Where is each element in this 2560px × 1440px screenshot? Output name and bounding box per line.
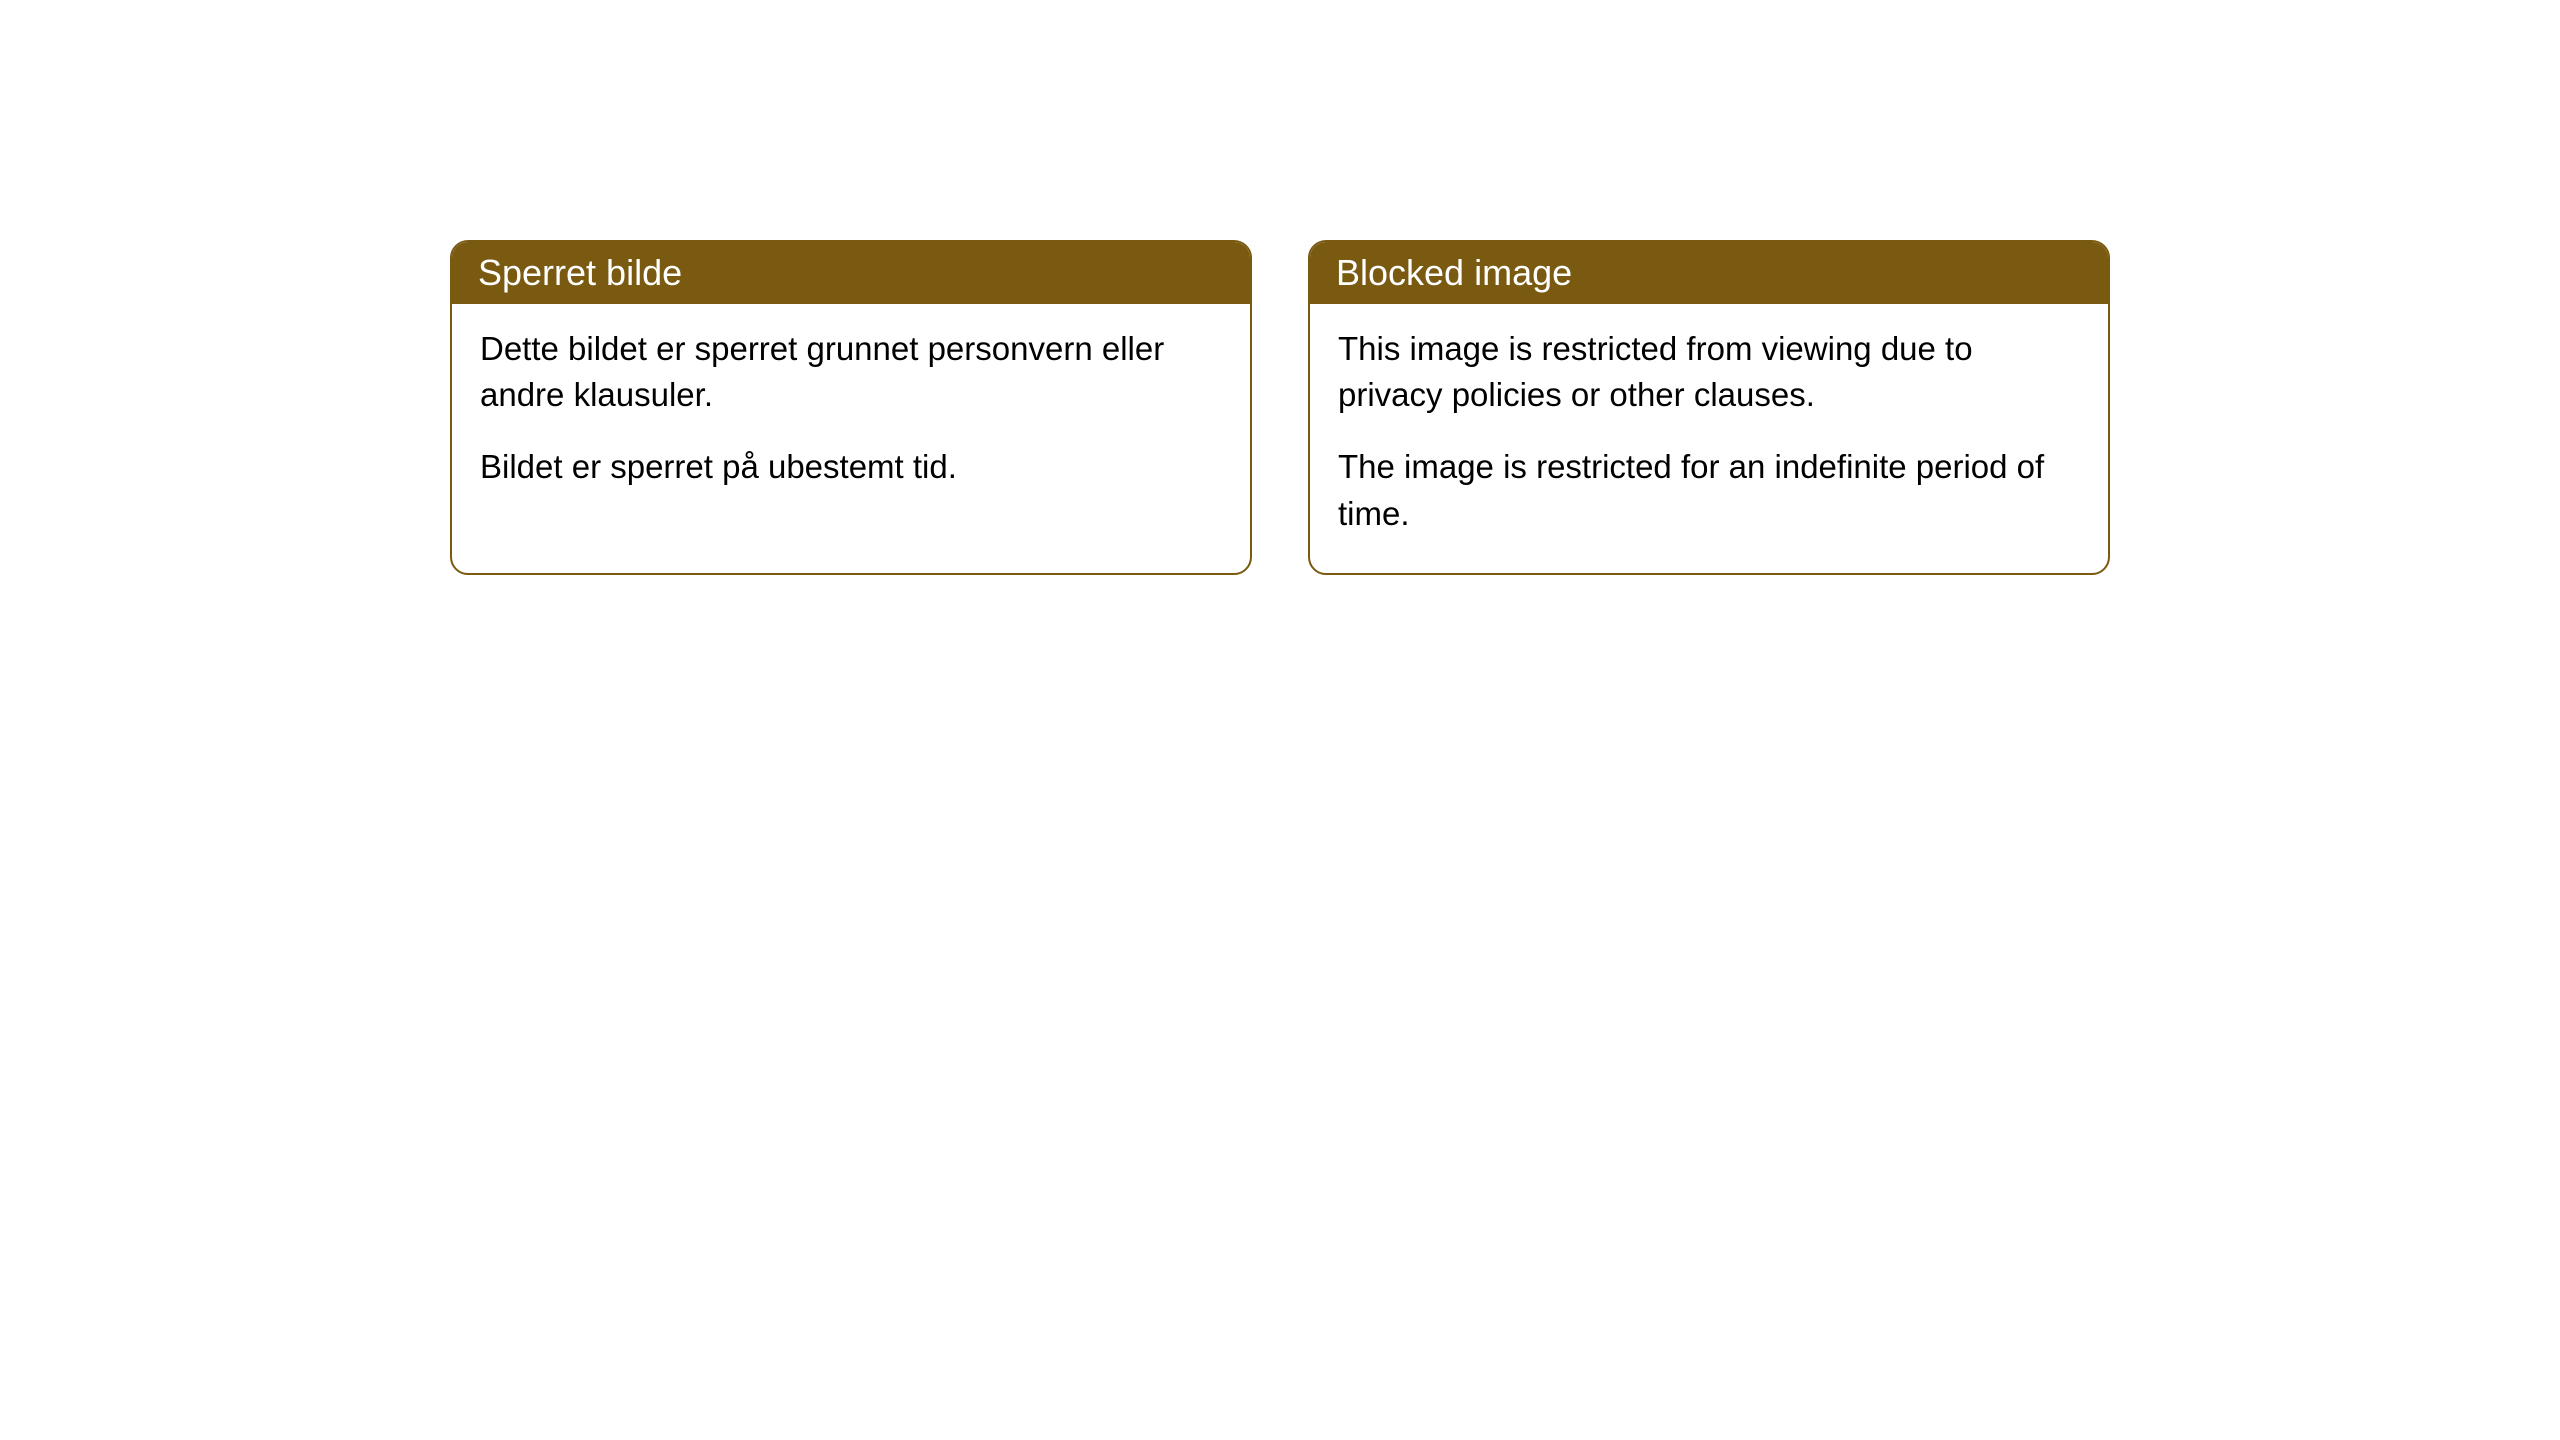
notice-text-2-english: The image is restricted for an indefinit…	[1338, 444, 2080, 536]
notice-cards-container: Sperret bilde Dette bildet er sperret gr…	[450, 240, 2560, 575]
card-header-english: Blocked image	[1310, 242, 2108, 304]
notice-text-1-english: This image is restricted from viewing du…	[1338, 326, 2080, 418]
card-body-norwegian: Dette bildet er sperret grunnet personve…	[452, 304, 1250, 527]
blocked-image-card-english: Blocked image This image is restricted f…	[1308, 240, 2110, 575]
card-body-english: This image is restricted from viewing du…	[1310, 304, 2108, 573]
blocked-image-card-norwegian: Sperret bilde Dette bildet er sperret gr…	[450, 240, 1252, 575]
card-header-norwegian: Sperret bilde	[452, 242, 1250, 304]
notice-text-2-norwegian: Bildet er sperret på ubestemt tid.	[480, 444, 1222, 490]
notice-text-1-norwegian: Dette bildet er sperret grunnet personve…	[480, 326, 1222, 418]
